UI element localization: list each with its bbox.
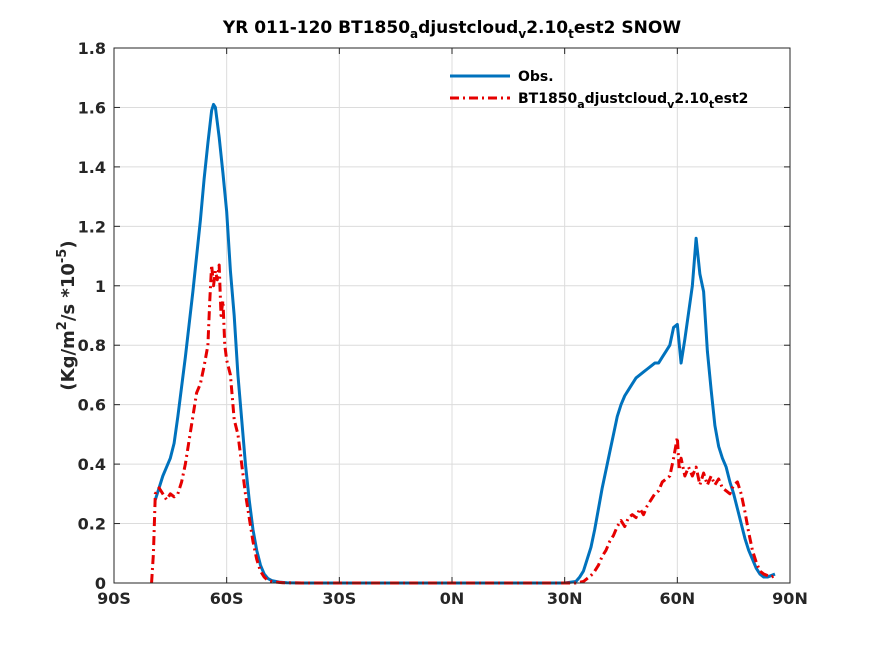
y-tick-label: 1.6 xyxy=(78,98,106,117)
y-tick-label: 0.6 xyxy=(78,396,106,415)
legend-label-obs: Obs. xyxy=(518,69,554,85)
tick-marks xyxy=(113,47,791,584)
series-layer xyxy=(150,102,776,585)
legend: Obs. BT1850adjustcloudv2.10test2 xyxy=(450,69,748,111)
y-tick-label: 1.4 xyxy=(78,158,106,177)
y-tick-label: 0 xyxy=(95,574,106,593)
x-tick-label: 60S xyxy=(210,589,244,608)
x-tick-labels: 90S 60S 30S 0N 30N 60N 90N xyxy=(97,589,808,608)
legend-label-model: BT1850adjustcloudv2.10test2 xyxy=(518,91,748,111)
x-tick-label: 30S xyxy=(322,589,356,608)
x-tick-label: 90N xyxy=(772,589,808,608)
y-axis-label: (Kg/m2/s *10-5) xyxy=(55,240,79,390)
y-tick-label: 1 xyxy=(95,277,106,296)
y-tick-label: 0.4 xyxy=(78,455,106,474)
chart-title: YR 011-120 BT1850adjustcloudv2.10test2 S… xyxy=(222,18,681,41)
x-tick-label: 60N xyxy=(660,589,696,608)
series-line-1 xyxy=(150,263,776,585)
x-tick-label: 30N xyxy=(547,589,583,608)
y-tick-label: 0.2 xyxy=(78,515,106,534)
x-tick-label: 0N xyxy=(440,589,465,608)
legend-entry-obs: Obs. xyxy=(450,69,554,85)
y-tick-label: 0.8 xyxy=(78,336,106,355)
y-tick-label: 1.8 xyxy=(78,39,106,58)
series-line-0 xyxy=(153,102,776,585)
y-tick-label: 1.2 xyxy=(78,217,106,236)
y-tick-labels: 0 0.2 0.4 0.6 0.8 1 1.2 1.4 1.6 1.8 xyxy=(78,39,106,593)
legend-entry-model: BT1850adjustcloudv2.10test2 xyxy=(450,91,748,111)
x-tick-label: 90S xyxy=(97,589,131,608)
